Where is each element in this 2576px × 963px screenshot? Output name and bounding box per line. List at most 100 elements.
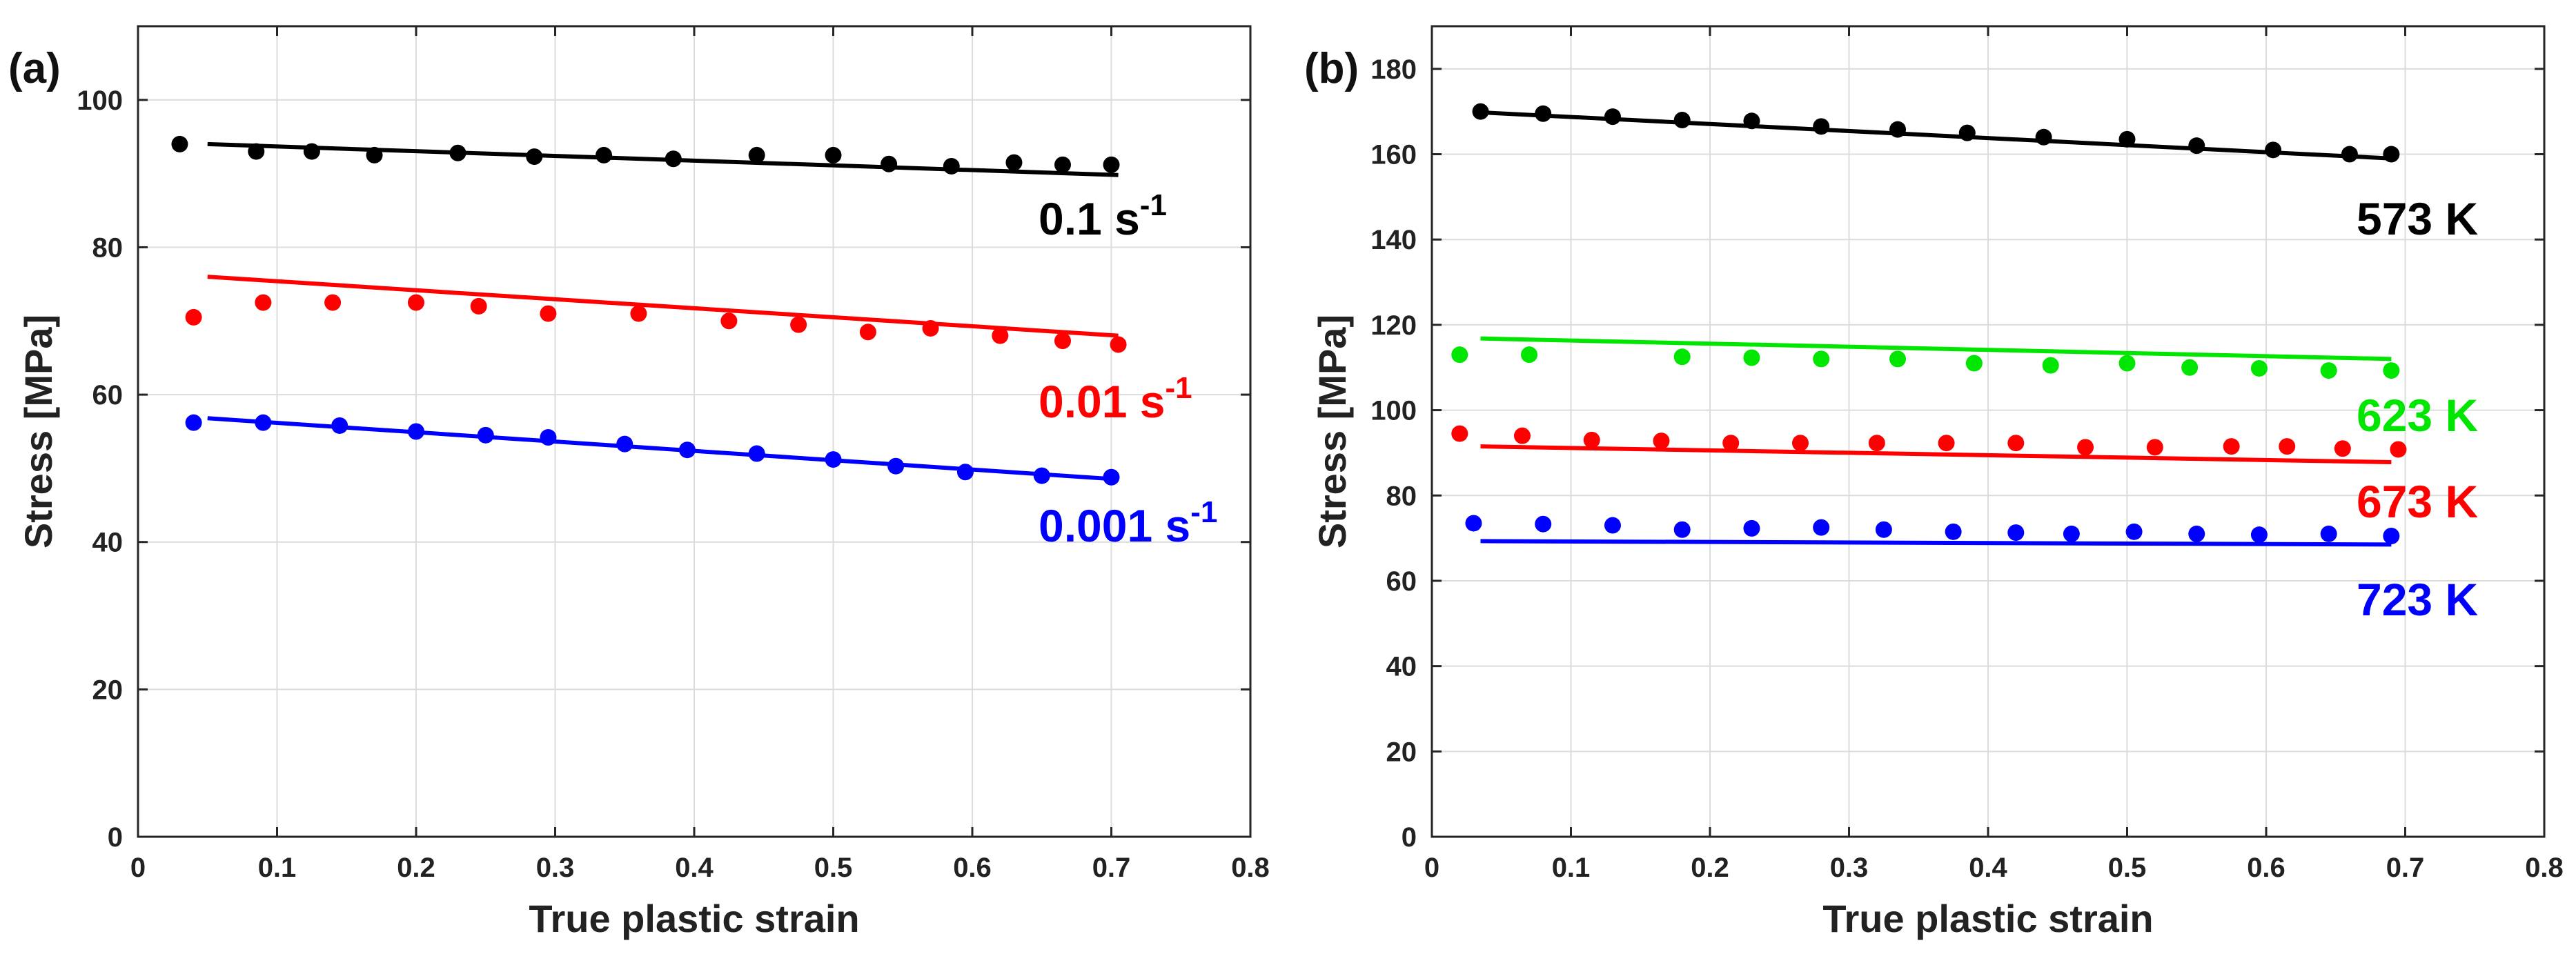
panel-b-data-point	[2383, 146, 2400, 163]
panel-b-fit-line	[1480, 110, 2392, 161]
panel-a-data-point	[408, 423, 424, 440]
panel-b-data-point	[1743, 349, 1760, 366]
panel-b-series-label: 723 K	[2357, 574, 2478, 625]
panel-a-label: (a)	[8, 45, 61, 92]
panel-b-data-point	[2042, 357, 2059, 374]
panel-a-ytick-label: 20	[92, 675, 124, 705]
panel-a-data-point	[185, 414, 202, 431]
panel-a-ytick-label: 100	[77, 86, 123, 116]
panel-a-xtick-label: 0.5	[814, 853, 853, 883]
panel-a-data-point	[790, 316, 807, 333]
panel-b-xtick-label: 0	[1424, 853, 1439, 883]
panel-a-xtick-label: 0.6	[953, 853, 992, 883]
panel-a-data-point	[1054, 332, 1071, 350]
panel-b-data-point	[1743, 112, 1760, 130]
panel-b-data-point	[1604, 517, 1621, 534]
panel-b-xtick-label: 0.3	[1830, 853, 1869, 883]
panel-b-fit-line	[1480, 444, 2392, 465]
panel-a-data-point	[748, 146, 765, 163]
panel-a-data-point	[477, 426, 494, 444]
panel-b-ytick-label: 140	[1370, 225, 1417, 255]
panel-b-data-point	[2383, 528, 2400, 545]
panel-b-axes-frame	[1430, 25, 2546, 838]
panel-a-ytick-label: 80	[92, 232, 124, 263]
panel-b-data-point	[1521, 346, 1538, 364]
panel-a-fit-line	[207, 141, 1119, 177]
panel-b-data-point	[2035, 128, 2052, 146]
panel-a-data-point	[303, 143, 320, 160]
panel-b-data-point	[2077, 439, 2094, 456]
panel-a-data-point	[366, 146, 383, 163]
panel-b-ytick-label: 180	[1370, 54, 1417, 85]
panel-b-data-point	[1813, 350, 1830, 368]
panel-b-series-1: 623 K	[1451, 336, 2478, 441]
panel-b-ytick-label: 100	[1370, 396, 1417, 426]
panel-a-xtick-label: 0.1	[258, 853, 297, 883]
panel-a-series-0: 0.1 s-1	[171, 135, 1167, 244]
panel-b-ytick-label: 60	[1386, 566, 1417, 597]
panel-b-data-point	[2181, 359, 2199, 376]
series-label-superscript: -1	[1166, 371, 1192, 405]
panel-a-data-point	[720, 312, 738, 330]
panel-a-data-point	[1054, 156, 1071, 173]
panel-b-fit-line	[1480, 336, 2392, 361]
series-label-superscript: -1	[1190, 495, 1217, 529]
series-label-main: 0.1 s	[1039, 193, 1140, 244]
panel-b-data-point	[1813, 118, 1830, 135]
panel-b-data-point	[2007, 435, 2025, 452]
panel-b-data-point	[2188, 137, 2205, 155]
panel-a-data-point	[922, 319, 939, 337]
series-label-main: 573 K	[2357, 193, 2478, 244]
panel-b-data-point	[1535, 105, 1552, 122]
panel-b-data-point	[1945, 523, 1962, 540]
panel-a-data-point	[881, 155, 898, 172]
panel-b-data-point	[2125, 523, 2143, 540]
panel-b-ytick-label: 0	[1402, 822, 1417, 853]
panel-a-series-label: 0.01 s-1	[1039, 371, 1192, 427]
series-label-superscript: -1	[1140, 188, 1167, 222]
panel-a-data-point	[956, 464, 974, 481]
panel-a: (a) 0 0.1 0.2 0.3 0.4 0.5 0.6 0.7 0.8 0 20 40 60 80 10…	[8, 25, 1270, 940]
series-label-main: 0.01 s	[1039, 376, 1166, 427]
panel-b-data-point	[1583, 431, 1600, 448]
panel-a-data-point	[324, 294, 342, 311]
panel-a-xtick-label: 0.8	[1231, 853, 1270, 883]
panel-b-data-point	[2146, 439, 2163, 456]
panel-a-data-point	[331, 417, 348, 434]
panel-b-data-point	[1653, 433, 1670, 450]
panel-b-data-point	[1513, 427, 1531, 444]
panel-b-fit-line	[1480, 539, 2392, 547]
panel-a-data-point	[616, 435, 633, 453]
panel-b-data-point	[1673, 112, 1691, 129]
panel-b-data-point	[1791, 435, 1809, 452]
panel-a-xtick-label: 0.2	[397, 853, 435, 883]
panel-a-y-axis-title: Stress [MPa]	[17, 315, 60, 548]
series-label-main: 0.001 s	[1039, 500, 1190, 551]
panel-b-data-point	[1813, 519, 1830, 536]
panel-b-data-point	[1673, 521, 1691, 538]
panel-b-ytick-label: 40	[1386, 652, 1417, 682]
panel-b-data-point	[1889, 121, 1907, 138]
panel-a-data-point	[825, 146, 842, 163]
panel-b-y-axis-title: Stress [MPa]	[1310, 315, 1354, 548]
panel-b-data-point	[2250, 526, 2268, 544]
panel-a-data-point	[859, 324, 876, 341]
panel-b-series-label: 673 K	[2357, 476, 2478, 527]
panel-b-data-point	[2007, 524, 2025, 542]
panel-a-data-point	[1110, 336, 1127, 353]
panel-a-data-point	[1033, 467, 1050, 484]
panel-b-data-point	[1875, 521, 1892, 538]
series-label-main: 623 K	[2357, 390, 2478, 441]
panel-b-xtick-label: 0.4	[1969, 853, 2007, 883]
panel-b-ytick-label: 160	[1370, 140, 1417, 170]
panel-a-series-1: 0.01 s-1	[185, 275, 1192, 427]
panel-a-data-point	[665, 150, 682, 168]
panel-b-data-point	[1722, 435, 1740, 452]
panel-b-xtick-label: 0.8	[2525, 853, 2564, 883]
series-label-main: 723 K	[2357, 574, 2478, 625]
panel-a-xtick-label: 0.7	[1092, 853, 1131, 883]
panel-a-data-point	[470, 297, 487, 315]
panel-a-xtick-label: 0	[130, 853, 146, 883]
panel-b-data-point	[1472, 103, 1489, 120]
